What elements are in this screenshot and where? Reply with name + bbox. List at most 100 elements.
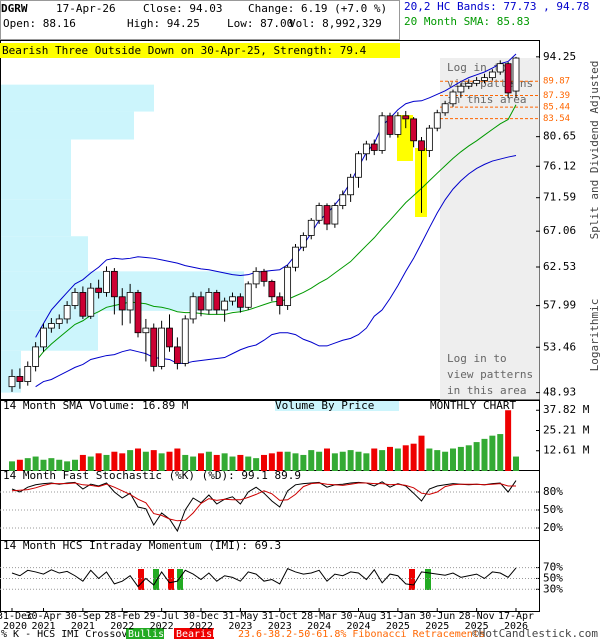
volume-by-price-bar [1, 350, 21, 393]
volume-bar [150, 450, 157, 471]
volume-bar [205, 451, 212, 471]
x-tick-label: 17-Apr [498, 611, 534, 622]
candle-body [40, 327, 47, 348]
volume-bar [363, 453, 370, 471]
x-tick-label: 28-Mar [301, 611, 337, 622]
volume-bar [261, 454, 267, 471]
y-tick-label: 70% [543, 561, 563, 574]
candle-body [87, 287, 95, 317]
indicator-line [11, 482, 517, 522]
x-tick-label: 2021 [31, 621, 55, 632]
pattern-banner [0, 43, 400, 58]
chart-note: MONTHLY CHART [430, 399, 516, 412]
x-tick-label: 2021 [71, 621, 95, 632]
volume-bar [300, 454, 307, 471]
x-tick-label: 2022 [189, 621, 213, 632]
volume-bar [371, 448, 378, 471]
volume-by-price-bar [1, 236, 88, 272]
candle-body [299, 235, 307, 248]
volume-bar [426, 448, 433, 471]
candle-body [47, 323, 55, 329]
volume-bar [64, 461, 71, 471]
volume-bar [434, 450, 441, 471]
candle-body [213, 292, 221, 311]
y-tick-label: 50% [543, 503, 563, 516]
bearish-crossover [409, 569, 415, 590]
login-area [440, 58, 540, 400]
candle-body [181, 318, 189, 364]
y-tick-label: 62.53 [543, 260, 576, 273]
volume-bar [95, 453, 102, 471]
volume-bar [182, 454, 189, 471]
volume-bar [308, 450, 315, 471]
candle-body [441, 103, 449, 114]
login-note: in this area [447, 93, 526, 106]
candle-body [110, 270, 118, 298]
volume-by-price-bar [1, 111, 134, 140]
x-tick-label: 29-Jul [144, 611, 180, 622]
y-tick-label: 67.06 [543, 224, 576, 237]
volume-bar [79, 454, 86, 471]
crossovers [138, 569, 431, 590]
volume-bar [316, 451, 323, 471]
volume-bar [237, 454, 244, 471]
volume-bar [331, 453, 338, 471]
x-tick-label: 30-Apr [25, 611, 61, 622]
low: Low: 87.00 [227, 17, 293, 30]
volume-bar [442, 451, 449, 471]
candle-body [55, 318, 63, 324]
volume-bar [72, 459, 78, 471]
candle-body [284, 266, 292, 306]
stochastic-title: 14 Month Fast Stochastic (%K) (%D): 99.1… [3, 469, 301, 482]
volume-bar [40, 459, 47, 471]
bearish-crossover [168, 569, 174, 590]
x-tick-label: 28-Nov [459, 611, 495, 622]
candle-body [118, 296, 126, 311]
candle-body [394, 115, 402, 135]
volume-bar [142, 451, 149, 471]
fib-label: 87.39 [543, 91, 570, 101]
candle-body [418, 140, 425, 151]
x-tick-label: 30-Jun [419, 611, 455, 622]
candle-body [378, 115, 386, 151]
volume-bar [497, 434, 504, 471]
volume-bar [16, 459, 23, 471]
vbp-title: Volume By Price [275, 399, 374, 412]
high: High: 94.25 [127, 17, 200, 30]
fib-label: 85.44 [543, 103, 570, 113]
y-axis-label: Split and Dividend Adjusted [588, 61, 600, 240]
volume-bar [268, 453, 275, 471]
candle-body [134, 292, 142, 334]
band-upper [35, 53, 517, 338]
candle-body [355, 153, 362, 178]
candle-body [150, 327, 158, 367]
fib-legend: 23.6-38.2-50-61.8% Fibonacci Retracement… [238, 629, 485, 640]
candle-body [339, 194, 347, 206]
candle-body [103, 270, 110, 293]
open: Open: 88.16 [3, 17, 76, 30]
volume-bar [465, 445, 472, 471]
fib-label: 89.87 [543, 77, 570, 87]
volume-bar [402, 445, 409, 471]
x-tick-label: 2024 [346, 621, 370, 632]
candle-body [512, 57, 520, 92]
bearish-crossover [138, 569, 144, 590]
candle-body [158, 327, 166, 367]
volume-bar [213, 454, 220, 471]
bullish-crossover [153, 569, 159, 590]
candle-body [323, 205, 331, 225]
volume-bar [56, 459, 63, 471]
volume-bar [253, 458, 260, 471]
vbp-label-bg [275, 401, 399, 411]
candle-body [189, 296, 197, 320]
volume-bar [387, 446, 393, 471]
volume-bar [135, 448, 141, 471]
symbol: DGRW [1, 2, 28, 15]
x-tick-label: 30-Dec [183, 611, 219, 622]
volume-bar [324, 448, 330, 471]
change: Change: 6.19 (+7.0 %) [248, 2, 387, 15]
bullish-crossover [425, 569, 431, 590]
candle-body [433, 112, 441, 129]
y-tick-label: 20% [543, 521, 563, 534]
